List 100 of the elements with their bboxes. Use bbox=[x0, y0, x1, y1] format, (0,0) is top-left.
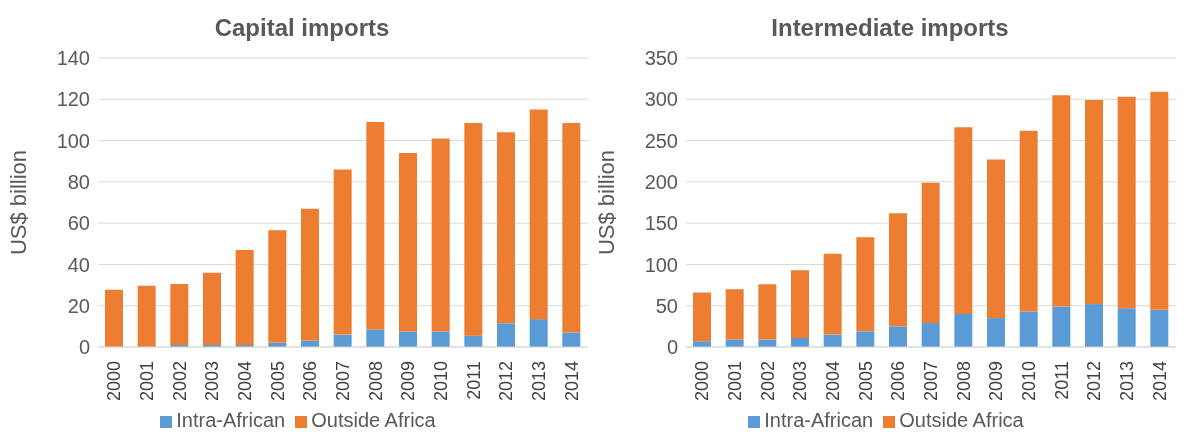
x-tick-label: 2011 bbox=[1051, 361, 1072, 400]
x-tick-label: 2010 bbox=[1019, 361, 1039, 402]
bar bbox=[497, 323, 515, 347]
x-tick-label: 2007 bbox=[921, 361, 941, 402]
x-tick-label: 2009 bbox=[986, 361, 1007, 402]
chart-title: Intermediate imports bbox=[771, 14, 1009, 41]
bar bbox=[1052, 95, 1071, 307]
bar bbox=[693, 292, 711, 342]
x-tick-label: 2000 bbox=[692, 361, 713, 402]
bar bbox=[333, 169, 352, 335]
x-tick-label: 2014 bbox=[561, 361, 582, 402]
y-tick-label: 80 bbox=[67, 170, 90, 193]
bar bbox=[1117, 308, 1136, 347]
x-tick-label: 2014 bbox=[1149, 361, 1170, 402]
legend-label: Intra-African bbox=[176, 409, 286, 431]
y-tick-label: 200 bbox=[644, 170, 678, 193]
chart-title: Capital imports bbox=[214, 14, 390, 41]
bar bbox=[1052, 306, 1071, 347]
y-tick-label: 140 bbox=[56, 47, 90, 70]
y-tick-label: 20 bbox=[67, 294, 90, 317]
x-tick-label: 2007 bbox=[333, 361, 353, 402]
x-tick-label: 2001 bbox=[725, 361, 745, 402]
bar bbox=[954, 127, 973, 314]
bar bbox=[1085, 304, 1103, 347]
bar bbox=[1117, 96, 1136, 309]
bar bbox=[366, 121, 385, 330]
y-tick-label: 100 bbox=[56, 129, 90, 152]
x-tick-label: 2008 bbox=[365, 361, 386, 402]
bar bbox=[791, 270, 809, 338]
x-tick-label: 2005 bbox=[267, 361, 288, 402]
legend-label: Intra-African bbox=[764, 409, 874, 431]
x-tick-label: 2004 bbox=[235, 361, 255, 402]
y-axis-title: US$ billion bbox=[593, 149, 619, 256]
x-tick-label: 2003 bbox=[202, 361, 223, 402]
y-axis-title: US$ billion bbox=[5, 149, 31, 256]
y-tick-label: 300 bbox=[644, 88, 678, 111]
x-tick-label: 2002 bbox=[757, 361, 778, 402]
bar bbox=[1085, 100, 1103, 305]
bar bbox=[268, 230, 287, 343]
x-tick-label: 2009 bbox=[398, 361, 419, 402]
bar bbox=[889, 326, 907, 347]
bar bbox=[105, 289, 123, 347]
bar bbox=[987, 159, 1005, 319]
x-tick-label: 2001 bbox=[137, 361, 157, 402]
bar bbox=[823, 253, 842, 335]
bar bbox=[464, 123, 483, 336]
x-tick-label: 2006 bbox=[300, 361, 321, 402]
bar bbox=[856, 237, 875, 332]
bar bbox=[203, 272, 221, 345]
y-tick-label: 350 bbox=[644, 47, 678, 70]
x-tick-label: 2012 bbox=[1084, 361, 1105, 402]
x-tick-label: 2006 bbox=[888, 361, 909, 402]
x-tick-label: 2008 bbox=[953, 361, 974, 402]
x-tick-label: 2000 bbox=[104, 361, 125, 402]
bar bbox=[889, 213, 907, 327]
legend-label: Outside Africa bbox=[311, 409, 436, 431]
bar bbox=[987, 318, 1005, 347]
y-tick-label: 250 bbox=[644, 129, 678, 152]
legend-label: Outside Africa bbox=[899, 409, 1024, 431]
y-tick-label: 100 bbox=[644, 253, 678, 276]
bar bbox=[235, 249, 254, 345]
x-tick-label: 2012 bbox=[496, 361, 517, 402]
bar bbox=[921, 182, 940, 324]
bar bbox=[856, 331, 875, 347]
x-tick-label: 2011 bbox=[463, 361, 484, 400]
bar bbox=[562, 332, 581, 347]
bar bbox=[431, 138, 450, 332]
y-tick-label: 150 bbox=[644, 212, 678, 235]
y-tick-label: 0 bbox=[78, 336, 90, 359]
bar bbox=[399, 331, 417, 347]
x-tick-label: 2013 bbox=[1117, 361, 1137, 402]
bar bbox=[529, 319, 548, 347]
y-tick-label: 120 bbox=[56, 88, 90, 111]
bar bbox=[1150, 309, 1169, 347]
bar bbox=[921, 323, 940, 347]
bar bbox=[1019, 130, 1038, 312]
x-tick-label: 2002 bbox=[169, 361, 190, 402]
bar bbox=[725, 289, 744, 340]
x-tick-label: 2004 bbox=[823, 361, 843, 402]
bar bbox=[529, 109, 548, 320]
y-tick-label: 50 bbox=[655, 294, 678, 317]
bar bbox=[758, 284, 777, 340]
bar bbox=[137, 285, 156, 347]
y-tick-label: 0 bbox=[666, 336, 678, 359]
bar bbox=[497, 132, 515, 324]
x-tick-label: 2003 bbox=[790, 361, 811, 402]
x-tick-label: 2010 bbox=[431, 361, 451, 402]
bar bbox=[1019, 311, 1038, 347]
bar bbox=[170, 284, 189, 345]
bar bbox=[431, 331, 450, 347]
bar bbox=[1150, 91, 1169, 310]
bar bbox=[399, 152, 417, 332]
y-tick-label: 60 bbox=[67, 212, 90, 235]
bar bbox=[301, 208, 319, 341]
y-tick-label: 40 bbox=[67, 253, 90, 276]
bar bbox=[954, 313, 973, 347]
bar bbox=[366, 329, 385, 347]
x-tick-label: 2005 bbox=[855, 361, 876, 402]
x-tick-label: 2013 bbox=[529, 361, 549, 402]
bar bbox=[562, 123, 581, 333]
